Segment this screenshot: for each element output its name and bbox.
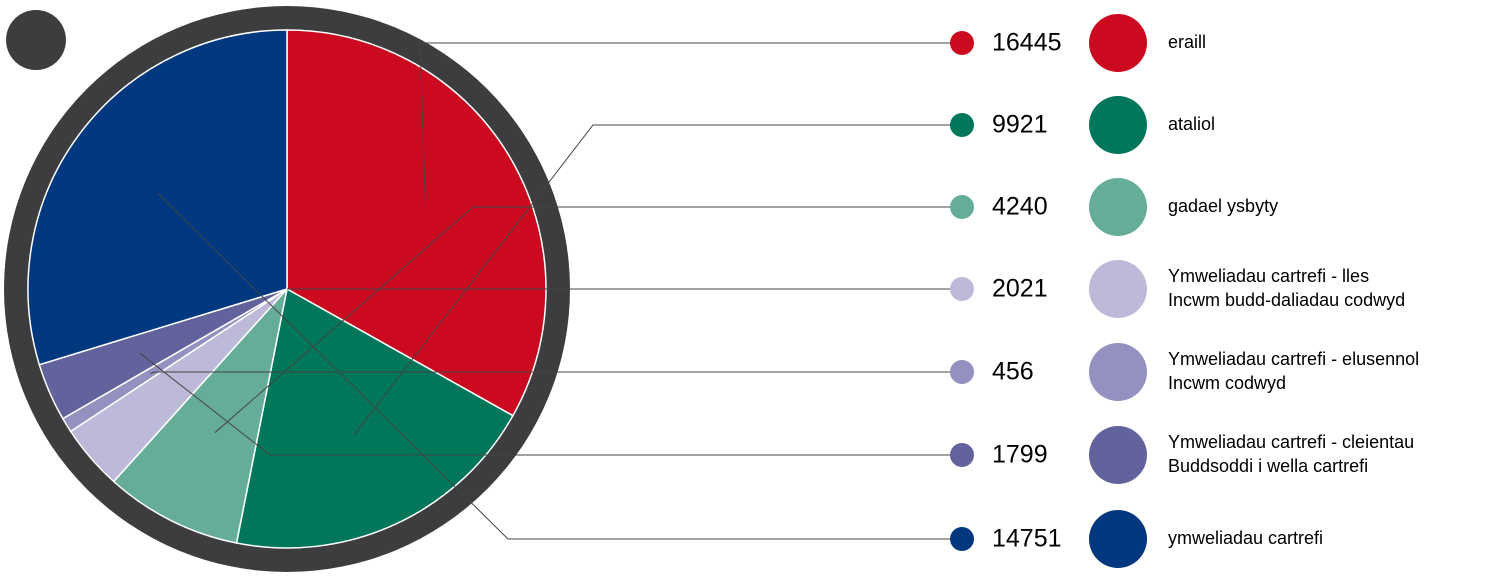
decor-dot bbox=[6, 10, 66, 70]
value-label: 9921 bbox=[992, 111, 1048, 139]
slices bbox=[27, 29, 547, 549]
value-label: 2021 bbox=[992, 275, 1048, 303]
legend-swatch bbox=[1089, 96, 1147, 154]
legend-label: ataliol bbox=[1168, 114, 1215, 134]
value-label: 14751 bbox=[992, 525, 1062, 553]
legend-dot bbox=[950, 277, 974, 301]
legend-swatch bbox=[1089, 260, 1147, 318]
legend: 16445 eraill 9921 ataliol 4240 gadael ysbyty 2… bbox=[950, 14, 1419, 568]
legend-label: eraill bbox=[1168, 32, 1206, 52]
leader-line bbox=[419, 42, 962, 208]
legend-swatch bbox=[1089, 178, 1147, 236]
pie-slice bbox=[286, 29, 547, 417]
leader-line bbox=[214, 206, 962, 433]
leader-line bbox=[157, 193, 962, 540]
legend-swatch bbox=[1089, 510, 1147, 568]
legend-label: Incwm budd-daliadau codwyd bbox=[1168, 290, 1405, 310]
pie-slice bbox=[27, 29, 288, 366]
value-label: 1799 bbox=[992, 441, 1048, 469]
legend-dot bbox=[950, 195, 974, 219]
value-label: 456 bbox=[992, 358, 1034, 386]
leader-line bbox=[353, 124, 962, 436]
legend-label: Ymweliadau cartrefi - lles bbox=[1168, 266, 1369, 286]
pie-slice bbox=[112, 286, 289, 544]
leader-line bbox=[139, 352, 962, 456]
legend-label: ymweliadau cartrefi bbox=[1168, 528, 1323, 548]
legend-swatch bbox=[1089, 343, 1147, 401]
legend-dot bbox=[950, 360, 974, 384]
legend-swatch bbox=[1089, 14, 1147, 72]
legend-label: Ymweliadau cartrefi - cleientau bbox=[1168, 432, 1414, 452]
value-label: 4240 bbox=[992, 193, 1048, 221]
legend-label: Buddsoddi i wella cartrefi bbox=[1168, 456, 1368, 476]
value-label: 16445 bbox=[992, 29, 1062, 57]
legend-dot bbox=[950, 31, 974, 55]
legend-label: Incwm codwyd bbox=[1168, 373, 1286, 393]
legend-dot bbox=[950, 443, 974, 467]
legend-label: Ymweliadau cartrefi - elusennol bbox=[1168, 349, 1419, 369]
legend-label: gadael ysbyty bbox=[1168, 196, 1278, 216]
legend-dot bbox=[950, 113, 974, 137]
legend-swatch bbox=[1089, 426, 1147, 484]
leader-line bbox=[150, 371, 962, 374]
leaders bbox=[139, 42, 962, 540]
legend-dot bbox=[950, 527, 974, 551]
